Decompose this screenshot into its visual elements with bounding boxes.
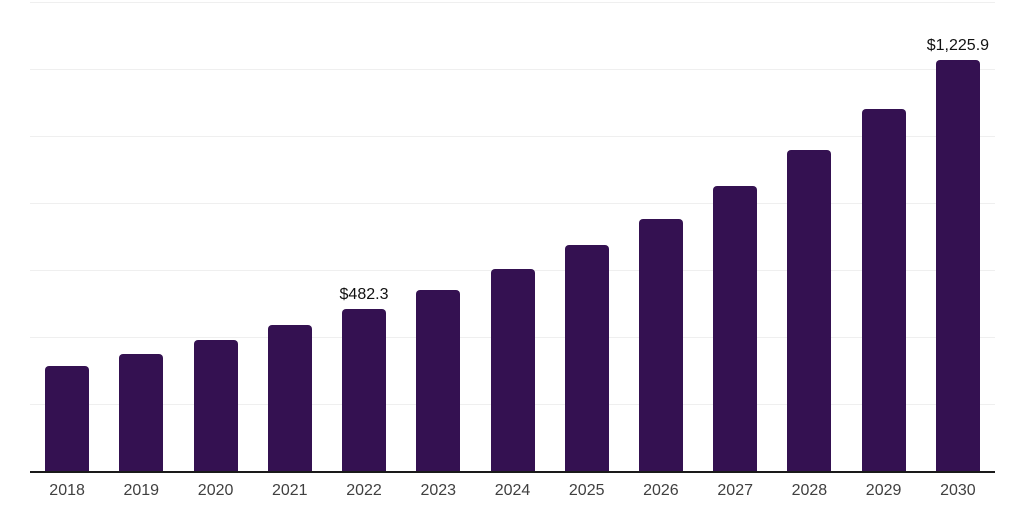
x-tick-2030: 2030 — [940, 482, 976, 499]
bar-2028 — [787, 150, 832, 471]
gridline-1200 — [30, 69, 995, 70]
bar-2019 — [119, 353, 164, 472]
bar-2022 — [342, 309, 386, 471]
data-label-2030: $1,225.9 — [926, 37, 990, 55]
bar-2029 — [861, 108, 906, 471]
x-tick-2023: 2023 — [420, 482, 457, 499]
gridline-1400 — [30, 2, 995, 3]
bar-2030 — [935, 60, 980, 471]
x-tick-2029: 2029 — [865, 482, 902, 499]
x-tick-2021: 2021 — [271, 482, 308, 499]
x-tick-2019: 2019 — [123, 482, 160, 499]
x-tick-2027: 2027 — [717, 482, 753, 499]
gridline-1000 — [30, 136, 995, 137]
bar-2024 — [490, 269, 535, 471]
data-label-2022: $482.3 — [339, 286, 389, 304]
bar-2023 — [416, 290, 461, 471]
bar-2025 — [564, 244, 609, 471]
x-tick-2022: 2022 — [346, 482, 382, 499]
bar-2026 — [639, 219, 683, 471]
bar-2027 — [713, 186, 758, 472]
bar-2021 — [267, 324, 312, 471]
x-axis-line — [30, 471, 995, 473]
x-tick-2025: 2025 — [568, 482, 605, 499]
x-tick-2020: 2020 — [197, 482, 234, 499]
x-tick-2028: 2028 — [791, 482, 828, 499]
x-tick-2018: 2018 — [49, 482, 85, 499]
bar-2018 — [45, 365, 90, 471]
bar-2020 — [193, 340, 238, 471]
x-tick-2026: 2026 — [643, 482, 679, 499]
gridline-800 — [30, 203, 995, 204]
x-tick-2024: 2024 — [494, 482, 531, 499]
